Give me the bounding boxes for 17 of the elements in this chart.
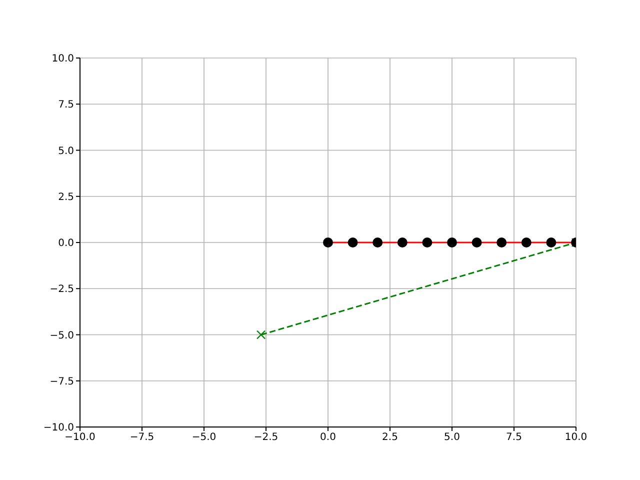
- x-tick-label: −5.0: [192, 432, 216, 444]
- y-tick-label: −7.5: [50, 376, 74, 388]
- x-tick-label: 2.5: [382, 432, 398, 444]
- x-tick-label: −2.5: [254, 432, 278, 444]
- y-tick-label: 7.5: [58, 100, 74, 111]
- y-tick-label: −10.0: [43, 422, 74, 434]
- y-tick-label: 5.0: [58, 146, 74, 157]
- x-tick-label: 7.5: [506, 432, 522, 444]
- y-tick-label: −2.5: [50, 284, 74, 296]
- y-tick-label: 0.0: [58, 238, 74, 250]
- y-tick-label: 10.0: [52, 54, 74, 65]
- x-tick-label: −7.5: [130, 432, 154, 444]
- x-tick-label: 5.0: [444, 432, 460, 444]
- x-tick-label: 0.0: [320, 432, 336, 444]
- y-tick-label: 2.5: [58, 192, 74, 203]
- y-tick-label: −5.0: [50, 330, 74, 342]
- x-tick-label: 10.0: [564, 432, 588, 444]
